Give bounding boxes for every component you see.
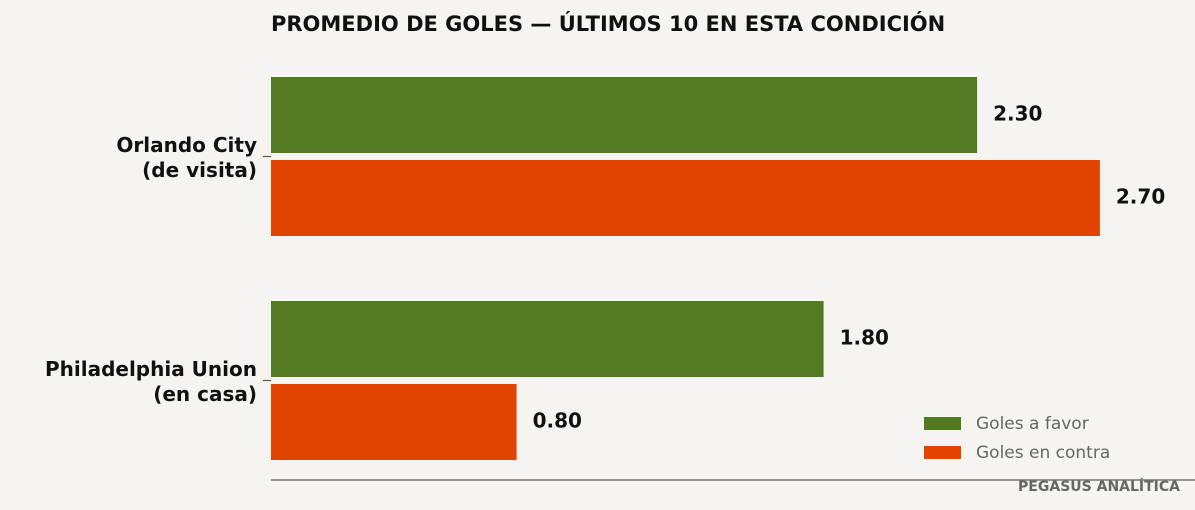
value-label: 1.80 (840, 326, 889, 350)
value-label: 2.30 (993, 102, 1042, 126)
bar (271, 384, 517, 460)
value-label: 0.80 (533, 409, 582, 433)
legend-swatch (924, 417, 961, 430)
y-tick-label: Orlando City (de visita) (116, 133, 257, 182)
bar (271, 160, 1100, 236)
chart-title: PROMEDIO DE GOLES — ÚLTIMOS 10 EN ESTA C… (271, 11, 945, 36)
bar (271, 77, 978, 153)
y-tick-label: Philadelphia Union (en casa) (45, 357, 257, 406)
legend-label: Goles a favor (976, 414, 1089, 434)
footer: PEGASUS ANALÍTICA (1018, 478, 1180, 495)
legend-label: Goles en contra (976, 443, 1110, 463)
bar (271, 301, 824, 377)
value-label: 2.70 (1116, 185, 1165, 209)
legend-swatch (924, 446, 961, 459)
